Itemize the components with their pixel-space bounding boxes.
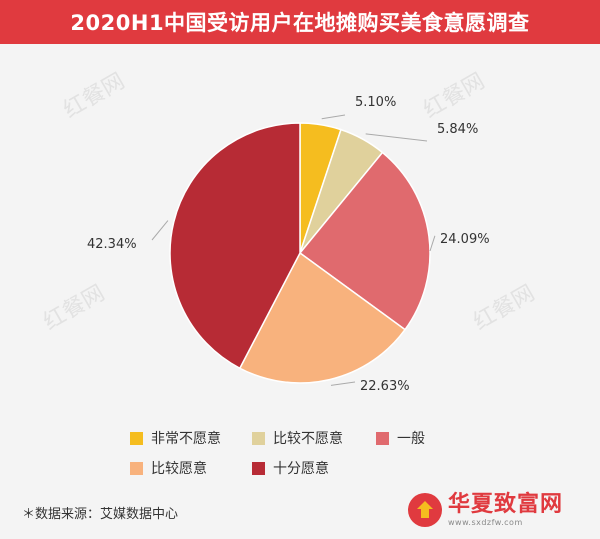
- legend-label: 十分愿意: [273, 461, 329, 477]
- pie-slice-4: [238, 251, 407, 384]
- legend-item-3: 一般: [376, 428, 425, 448]
- data-label-5: 42.34%: [87, 237, 137, 252]
- pie-slice-3: [298, 151, 431, 331]
- pie-chart: 5.10% 5.84% 24.09% 22.63% 42.34%: [87, 95, 490, 394]
- legend-label: 比较不愿意: [273, 431, 343, 447]
- leader-line-4: [330, 381, 356, 386]
- legend-swatch: [376, 431, 389, 445]
- legend-swatch: [130, 461, 143, 475]
- legend-label: 一般: [397, 431, 425, 447]
- data-label-3: 24.09%: [440, 232, 490, 247]
- leader-line-2: [365, 133, 428, 142]
- pie-slice-5: [169, 122, 301, 370]
- brand-icon: [408, 493, 442, 527]
- chart-title: 2020H1中国受访用户在地摊购买美食意愿调查: [0, 0, 600, 44]
- legend-label: 非常不愿意: [151, 431, 221, 447]
- data-label-4: 22.63%: [360, 379, 410, 394]
- legend-item-1: 非常不愿意: [130, 428, 221, 448]
- legend-swatch: [252, 431, 265, 445]
- brand-logo-area: 华夏致富网 www.sxdzfw.com: [408, 486, 594, 534]
- legend-item-5: 十分愿意: [252, 458, 329, 478]
- legend-item-2: 比较不愿意: [252, 428, 343, 448]
- legend-swatch: [130, 431, 143, 445]
- legend-item-4: 比较愿意: [130, 458, 207, 478]
- leader-line-1: [321, 114, 346, 120]
- brand-url: www.sxdzfw.com: [448, 517, 523, 527]
- data-label-1: 5.10%: [355, 95, 396, 110]
- legend-swatch: [252, 461, 265, 475]
- data-label-2: 5.84%: [437, 122, 478, 137]
- legend-label: 比较愿意: [151, 461, 207, 477]
- leader-line-3: [429, 235, 436, 252]
- data-source: ＊数据来源：艾媒数据中心: [22, 507, 179, 522]
- leader-line-5: [151, 220, 169, 241]
- brand-name: 华夏致富网: [448, 491, 564, 517]
